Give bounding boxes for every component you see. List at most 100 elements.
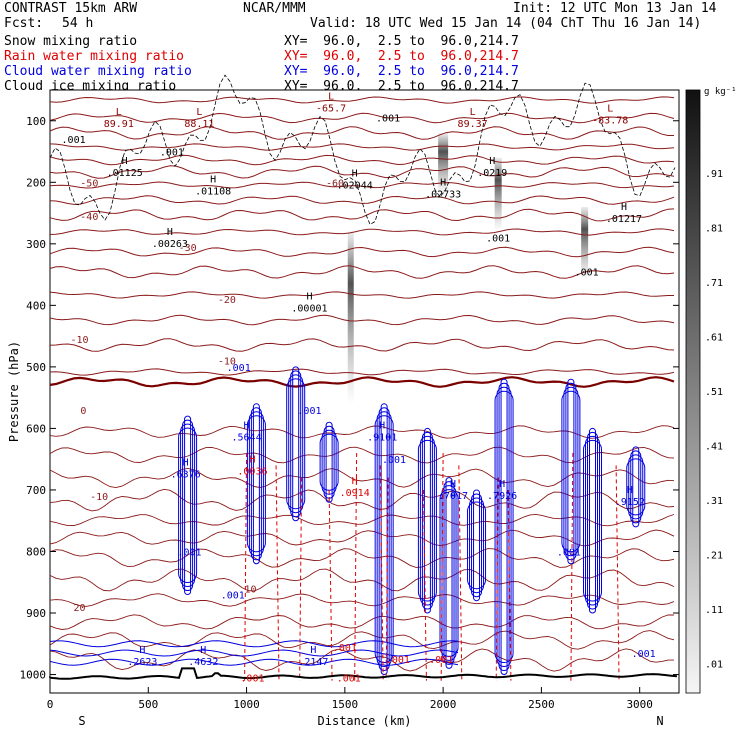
isotherm-line bbox=[49, 568, 675, 592]
cloud-water-contour bbox=[417, 439, 437, 602]
extremum-marker: L bbox=[116, 107, 122, 118]
cloud-water-contour bbox=[252, 403, 260, 565]
extremum-value: .0036 bbox=[237, 466, 267, 477]
cloud-water-contour bbox=[246, 415, 266, 553]
extremum-marker: H bbox=[167, 227, 173, 238]
rain-contour bbox=[275, 465, 280, 681]
colorbar-tick-label: .71 bbox=[705, 278, 723, 289]
isotherm-label: 0 bbox=[80, 406, 86, 417]
isotherm-line bbox=[49, 376, 675, 388]
y-tick-label: 900 bbox=[26, 607, 46, 620]
rain-contour bbox=[244, 453, 248, 681]
colorbar-tick-label: .81 bbox=[705, 224, 723, 235]
isotherm-line bbox=[49, 529, 675, 547]
y-tick-label: 100 bbox=[26, 115, 46, 128]
extremum-value: .7926 bbox=[487, 491, 517, 502]
field-xy-snow: XY= 96.0, 2.5 to 96.0,214.7 bbox=[284, 34, 519, 49]
isotherm-line bbox=[49, 593, 675, 607]
isotherm-line bbox=[49, 425, 675, 439]
colorbar-tick-label: .31 bbox=[705, 496, 723, 507]
extremum-marker: H bbox=[306, 291, 312, 302]
cloud-water-contour bbox=[49, 649, 459, 657]
cloud-water-contour bbox=[587, 431, 599, 610]
cloud-water-contour bbox=[378, 407, 390, 672]
cloud-water-contour bbox=[421, 431, 433, 610]
extremum-marker: H bbox=[249, 454, 255, 465]
rain-contour bbox=[422, 489, 427, 681]
contour-label: .001 bbox=[178, 547, 202, 558]
ice-shading bbox=[494, 157, 502, 232]
cloud-water-contour bbox=[626, 458, 646, 516]
isotherm-label: -10 bbox=[90, 492, 108, 503]
cloud-water-contour bbox=[632, 446, 640, 528]
contour-label: .001 bbox=[333, 643, 357, 654]
isotherm-line bbox=[49, 648, 674, 672]
extremum-marker: H bbox=[621, 202, 627, 213]
extremum-value: .2147 bbox=[298, 657, 328, 668]
contour-label: .001 bbox=[240, 674, 264, 685]
terrain-line bbox=[49, 667, 678, 680]
ice-shading bbox=[581, 206, 589, 281]
isotherm-line bbox=[49, 208, 675, 222]
extremum-value: .4632 bbox=[188, 657, 218, 668]
x-tick-label: 500 bbox=[138, 698, 158, 711]
extremum-marker: L bbox=[328, 91, 334, 102]
isotherm-line bbox=[49, 368, 675, 376]
colorbar bbox=[685, 89, 701, 694]
isotherm-label: -60 bbox=[326, 178, 344, 189]
extremum-marker: H bbox=[244, 421, 250, 432]
extremum-value: .5644 bbox=[232, 433, 262, 444]
cloud-water-contour bbox=[473, 489, 481, 602]
extremum-value: .01108 bbox=[195, 186, 231, 197]
forecast-value: 54 h bbox=[62, 16, 94, 31]
extremum-value: 88.11 bbox=[184, 119, 214, 130]
extremum-marker: H bbox=[352, 168, 358, 179]
init-time: Init: 12 UTC Mon 13 Jan 14 bbox=[513, 1, 717, 16]
ice-shading bbox=[347, 231, 354, 404]
cloud-water-contour bbox=[49, 658, 459, 666]
isotherm-line bbox=[49, 467, 675, 489]
x-tick-label: 2500 bbox=[528, 698, 555, 711]
isotherm-line bbox=[49, 154, 675, 166]
cloud-water-contour bbox=[494, 390, 514, 664]
extremum-value: 89.37 bbox=[458, 119, 488, 130]
extremum-value: .9101 bbox=[367, 433, 397, 444]
extremum-value: .0219 bbox=[477, 168, 507, 179]
colorbar-unit: g kg⁻¹ bbox=[704, 87, 737, 97]
extremum-marker: H bbox=[352, 476, 358, 487]
contour-label: .001 bbox=[486, 234, 510, 245]
extremum-marker: H bbox=[139, 645, 145, 656]
isotherm-line bbox=[49, 338, 675, 352]
y-axis-label: Pressure (hPa) bbox=[7, 341, 21, 442]
snow-contour bbox=[49, 74, 676, 225]
cloud-water-contour bbox=[376, 411, 392, 668]
cloud-water-contour bbox=[49, 640, 459, 648]
isotherm-line bbox=[49, 291, 674, 299]
isotherm-line bbox=[49, 446, 675, 464]
cloud-water-contour bbox=[469, 497, 485, 594]
cloud-water-contour bbox=[561, 390, 581, 553]
rain-contour bbox=[507, 489, 512, 681]
cloud-water-contour bbox=[325, 421, 333, 503]
extremum-marker: H bbox=[489, 156, 495, 167]
extremum-marker: L bbox=[470, 107, 476, 118]
extremum-value: .00001 bbox=[291, 303, 327, 314]
contour-label: .001 bbox=[227, 363, 251, 374]
extremum-value: .01125 bbox=[107, 168, 143, 179]
extremum-value: .2623 bbox=[127, 657, 157, 668]
x-tick-label: 0 bbox=[47, 698, 54, 711]
extremum-marker: L bbox=[196, 107, 202, 118]
contour-label: .001 bbox=[337, 674, 361, 685]
ice-shading bbox=[438, 133, 449, 195]
field-xy-cloud-water: XY= 96.0, 2.5 to 96.0,214.7 bbox=[284, 64, 519, 79]
cloud-water-contour bbox=[290, 370, 302, 518]
rain-contour bbox=[495, 477, 499, 681]
contour-label: .001 bbox=[160, 148, 184, 159]
isotherm-label: -30 bbox=[179, 243, 197, 254]
colorbar-tick-label: .01 bbox=[705, 660, 723, 671]
rain-contour bbox=[328, 489, 333, 681]
cloud-water-contour bbox=[630, 450, 642, 524]
isotherm-line bbox=[49, 143, 675, 151]
cloud-water-contour bbox=[292, 366, 300, 522]
